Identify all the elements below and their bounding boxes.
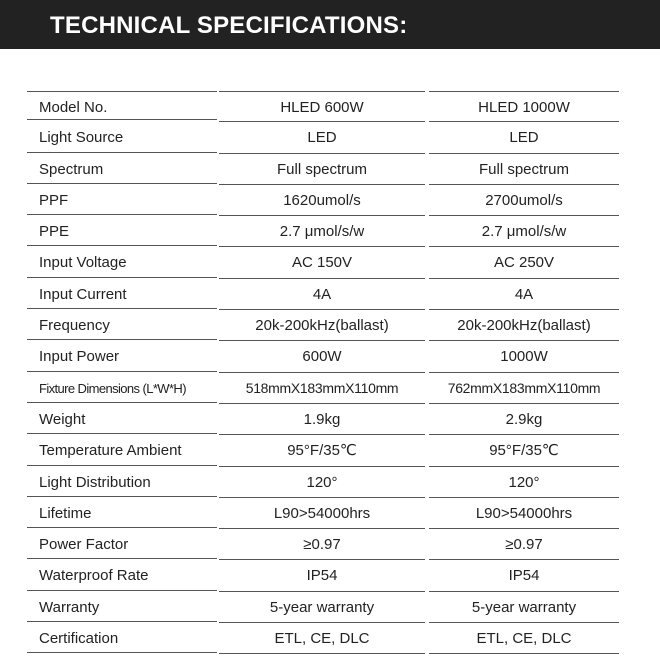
table-row: Light Distribution 120° 120° — [27, 467, 619, 498]
table-row: Certification ETL, CE, DLC ETL, CE, DLC — [27, 623, 619, 655]
spec-value: 95°F/35℃ — [219, 435, 425, 467]
spec-value: ≥0.97 — [429, 529, 619, 561]
spec-value: 600W — [219, 341, 425, 373]
spec-label: Waterproof Rate — [27, 560, 217, 591]
spec-value: HLED 600W — [219, 91, 425, 123]
spec-label: Weight — [27, 404, 217, 435]
spec-label: Fixture Dimensions (L*W*H) — [27, 373, 217, 403]
spec-value: L90>54000hrs — [219, 498, 425, 530]
spec-value: 5-year warranty — [429, 592, 619, 624]
table-row: Fixture Dimensions (L*W*H) 518mmX183mmX11… — [27, 373, 619, 404]
spec-label: Light Source — [27, 122, 217, 153]
spec-value: 4A — [219, 279, 425, 311]
spec-value: IP54 — [219, 560, 425, 592]
spec-table: Model No. HLED 600W HLED 1000W Light Source… — [27, 91, 619, 655]
spec-label: Power Factor — [27, 529, 217, 560]
table-row: Light Source LED LED — [27, 122, 619, 154]
spec-label: Input Current — [27, 279, 217, 310]
table-row: Waterproof Rate IP54 IP54 — [27, 560, 619, 592]
table-row: Input Voltage AC 150V AC 250V — [27, 247, 619, 279]
title: TECHNICAL SPECIFICATIONS: — [50, 12, 408, 39]
spec-value: HLED 1000W — [429, 91, 619, 123]
spec-value: 2.9kg — [429, 404, 619, 436]
spec-value: 20k-200kHz(ballast) — [219, 310, 425, 342]
table-row: Temperature Ambient 95°F/35℃ 95°F/35℃ — [27, 435, 619, 467]
spec-value: 95°F/35℃ — [429, 435, 619, 467]
table-row: Spectrum Full spectrum Full spectrum — [27, 154, 619, 185]
spec-label: Frequency — [27, 310, 217, 341]
spec-value: 20k-200kHz(ballast) — [429, 310, 619, 342]
table-row: Frequency 20k-200kHz(ballast) 20k-200kHz(b… — [27, 310, 619, 342]
spec-value: L90>54000hrs — [429, 498, 619, 530]
spec-label: Certification — [27, 623, 217, 654]
spec-value: ≥0.97 — [219, 529, 425, 561]
table-row: Weight 1.9kg 2.9kg — [27, 404, 619, 436]
spec-label: PPF — [27, 185, 217, 216]
table-row: Input Current 4A 4A — [27, 279, 619, 311]
spec-value: Full spectrum — [429, 154, 619, 185]
spec-value: LED — [429, 122, 619, 154]
table-row: Power Factor ≥0.97 ≥0.97 — [27, 529, 619, 561]
spec-value: 518mmX183mmX110mm — [219, 373, 425, 404]
table-row: PPE 2.7 μmol/s/w 2.7 μmol/s/w — [27, 216, 619, 248]
spec-value: 762mmX183mmX110mm — [429, 373, 619, 404]
spec-value: ETL, CE, DLC — [429, 623, 619, 655]
table-row: PPF 1620umol/s 2700umol/s — [27, 185, 619, 217]
spec-value: 5-year warranty — [219, 592, 425, 624]
spec-value: 1000W — [429, 341, 619, 373]
spec-value: 120° — [429, 467, 619, 498]
spec-value: 1.9kg — [219, 404, 425, 436]
spec-value: IP54 — [429, 560, 619, 592]
spec-value: AC 150V — [219, 247, 425, 279]
spec-label: Model No. — [27, 91, 217, 121]
banner: TECHNICAL SPECIFICATIONS: — [0, 0, 660, 49]
spec-label: Warranty — [27, 592, 217, 623]
spec-value: 120° — [219, 467, 425, 498]
spec-label: Spectrum — [27, 154, 217, 184]
spec-label: Lifetime — [27, 498, 217, 529]
spec-label: Temperature Ambient — [27, 435, 217, 466]
spec-label: PPE — [27, 216, 217, 247]
spec-value: 4A — [429, 279, 619, 311]
spec-value: 1620umol/s — [219, 185, 425, 217]
spec-value: 2.7 μmol/s/w — [429, 216, 619, 248]
table-row: Model No. HLED 600W HLED 1000W — [27, 91, 619, 123]
table-row: Input Power 600W 1000W — [27, 341, 619, 373]
spec-label: Input Voltage — [27, 247, 217, 278]
spec-value: LED — [219, 122, 425, 154]
spec-label: Input Power — [27, 341, 217, 372]
spec-value: Full spectrum — [219, 154, 425, 185]
spec-value: 2700umol/s — [429, 185, 619, 217]
table-row: Warranty 5-year warranty 5-year warranty — [27, 592, 619, 624]
table-row: Lifetime L90>54000hrs L90>54000hrs — [27, 498, 619, 530]
spec-value: 2.7 μmol/s/w — [219, 216, 425, 248]
spec-label: Light Distribution — [27, 467, 217, 497]
spec-value: ETL, CE, DLC — [219, 623, 425, 655]
spec-value: AC 250V — [429, 247, 619, 279]
